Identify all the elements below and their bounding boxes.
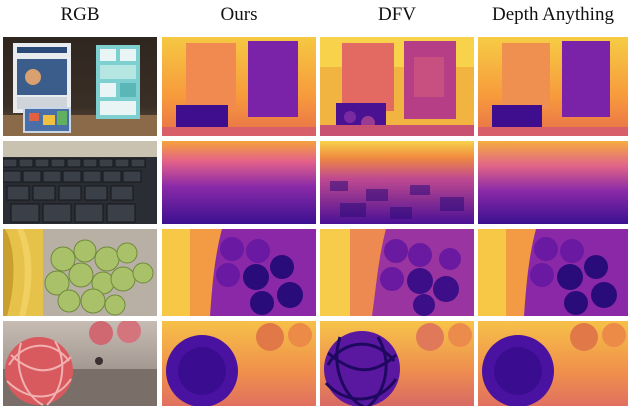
header-rgb: RGB bbox=[60, 4, 100, 25]
row2-depth-anything-map bbox=[478, 141, 628, 224]
row3-ours-depth-map bbox=[162, 229, 316, 316]
header-ours: Ours bbox=[220, 4, 258, 25]
row3-dfv-depth-map bbox=[320, 229, 474, 316]
row3-rgb-image bbox=[3, 229, 157, 316]
header-dfv: DFV bbox=[377, 4, 416, 25]
row1-dfv-depth-map bbox=[320, 37, 474, 136]
row2-rgb-image bbox=[3, 141, 157, 224]
row2-dfv-depth-map bbox=[320, 141, 474, 224]
row4-rgb-image bbox=[3, 321, 157, 406]
row1-rgb-image bbox=[3, 37, 157, 136]
row3-depth-anything-map bbox=[478, 229, 628, 316]
row1-depth-anything-map bbox=[478, 37, 628, 136]
header-depth-anything: Depth Anything bbox=[492, 4, 614, 25]
row4-ours-depth-map bbox=[162, 321, 316, 406]
row4-depth-anything-map bbox=[478, 321, 628, 406]
row4-dfv-depth-map bbox=[320, 321, 474, 406]
row1-ours-depth-map bbox=[162, 37, 316, 136]
row2-ours-depth-map bbox=[162, 141, 316, 224]
